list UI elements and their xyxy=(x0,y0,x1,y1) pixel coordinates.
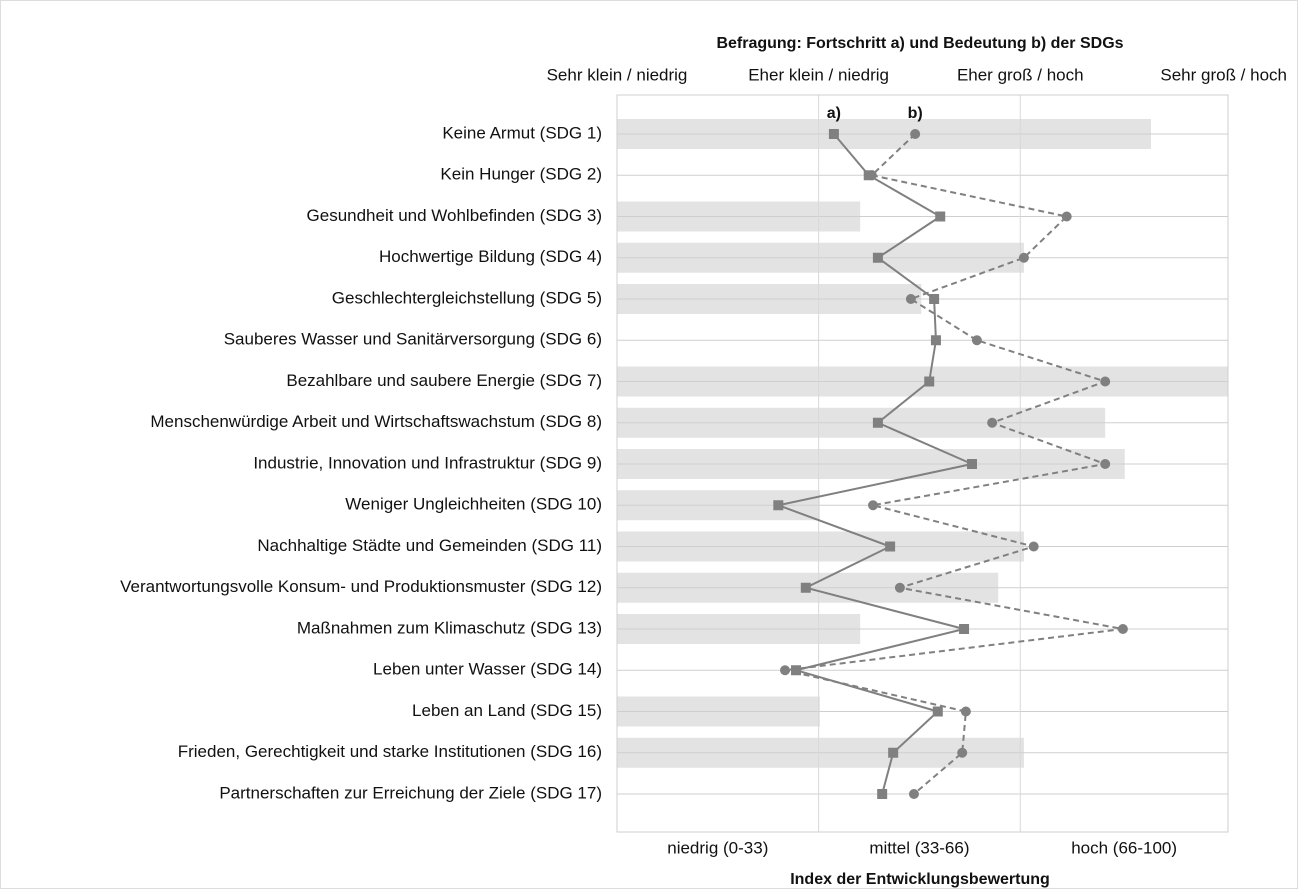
marker xyxy=(1028,541,1039,552)
marker xyxy=(930,335,941,346)
y-tick-label: Sauberes Wasser und Sanitärversorgung (S… xyxy=(224,330,602,349)
chart-title: Befragung: Fortschritt a) und Bedeutung … xyxy=(716,35,1123,52)
x-tick-label: Sehr groß / hoch xyxy=(1160,65,1287,84)
y-tick-label: Maßnahmen zum Klimaschutz (SDG 13) xyxy=(297,618,602,637)
marker xyxy=(905,294,916,304)
marker xyxy=(773,500,784,511)
y-tick-label: Keine Armut (SDG 1) xyxy=(442,123,602,142)
marker xyxy=(924,376,935,387)
band-label: hoch (66-100) xyxy=(1071,838,1177,857)
marker xyxy=(1100,376,1111,387)
marker xyxy=(828,129,839,139)
marker xyxy=(910,129,921,139)
marker xyxy=(960,706,971,717)
marker xyxy=(888,747,899,758)
y-tick-label: Nachhaltige Städte und Gemeinden (SDG 11… xyxy=(257,536,602,555)
marker xyxy=(957,747,968,758)
marker xyxy=(872,417,883,428)
y-tick-label: Bezahlbare und saubere Energie (SDG 7) xyxy=(286,371,602,390)
x-axis-label: Index der Entwicklungsbewertung xyxy=(790,871,1050,888)
band-label: niedrig (0-33) xyxy=(667,838,768,857)
x-tick-label: Eher klein / niedrig xyxy=(748,65,889,84)
y-tick-label: Geschlechtergleichstellung (SDG 5) xyxy=(332,288,602,307)
marker xyxy=(780,665,791,676)
y-tick-label: Industrie, Innovation und Infrastruktur … xyxy=(253,453,602,472)
marker xyxy=(868,500,879,511)
marker xyxy=(935,211,946,222)
marker xyxy=(1061,211,1072,222)
marker xyxy=(1018,252,1029,263)
y-tick-label: Partnerschaften zur Erreichung der Ziele… xyxy=(219,783,602,802)
marker xyxy=(866,170,877,181)
y-tick-label: Verantwortungsvolle Konsum- und Produkti… xyxy=(120,577,602,596)
marker xyxy=(885,541,896,552)
x-tick-label: Sehr klein / niedrig xyxy=(547,65,688,84)
plot-frame xyxy=(616,94,1229,833)
marker xyxy=(966,459,977,469)
x-tick-label: Eher groß / hoch xyxy=(957,65,1084,84)
marker xyxy=(959,624,970,634)
y-tick-label: Menschenwürdige Arbeit und Wirtschaftswa… xyxy=(150,412,602,431)
marker xyxy=(800,582,811,593)
series-label: b) xyxy=(908,105,923,122)
y-tick-label: Leben an Land (SDG 15) xyxy=(412,701,602,720)
y-tick-label: Kein Hunger (SDG 2) xyxy=(440,165,602,184)
marker xyxy=(894,582,905,593)
y-tick-label: Gesundheit und Wohlbefinden (SDG 3) xyxy=(307,206,602,225)
marker xyxy=(929,294,940,304)
marker xyxy=(932,706,943,717)
marker xyxy=(971,335,982,346)
series-label: a) xyxy=(827,105,841,122)
y-tick-label: Hochwertige Bildung (SDG 4) xyxy=(379,247,602,266)
marker xyxy=(872,252,883,263)
marker xyxy=(791,665,802,676)
marker xyxy=(1100,459,1111,469)
marker xyxy=(877,789,888,799)
marker xyxy=(908,789,919,799)
y-tick-label: Frieden, Gerechtigkeit und starke Instit… xyxy=(178,742,602,761)
y-tick-label: Leben unter Wasser (SDG 14) xyxy=(373,660,602,679)
marker xyxy=(1117,624,1128,634)
band-label: mittel (33-66) xyxy=(869,838,969,857)
marker xyxy=(987,417,998,428)
y-tick-label: Weniger Ungleichheiten (SDG 10) xyxy=(345,495,602,514)
